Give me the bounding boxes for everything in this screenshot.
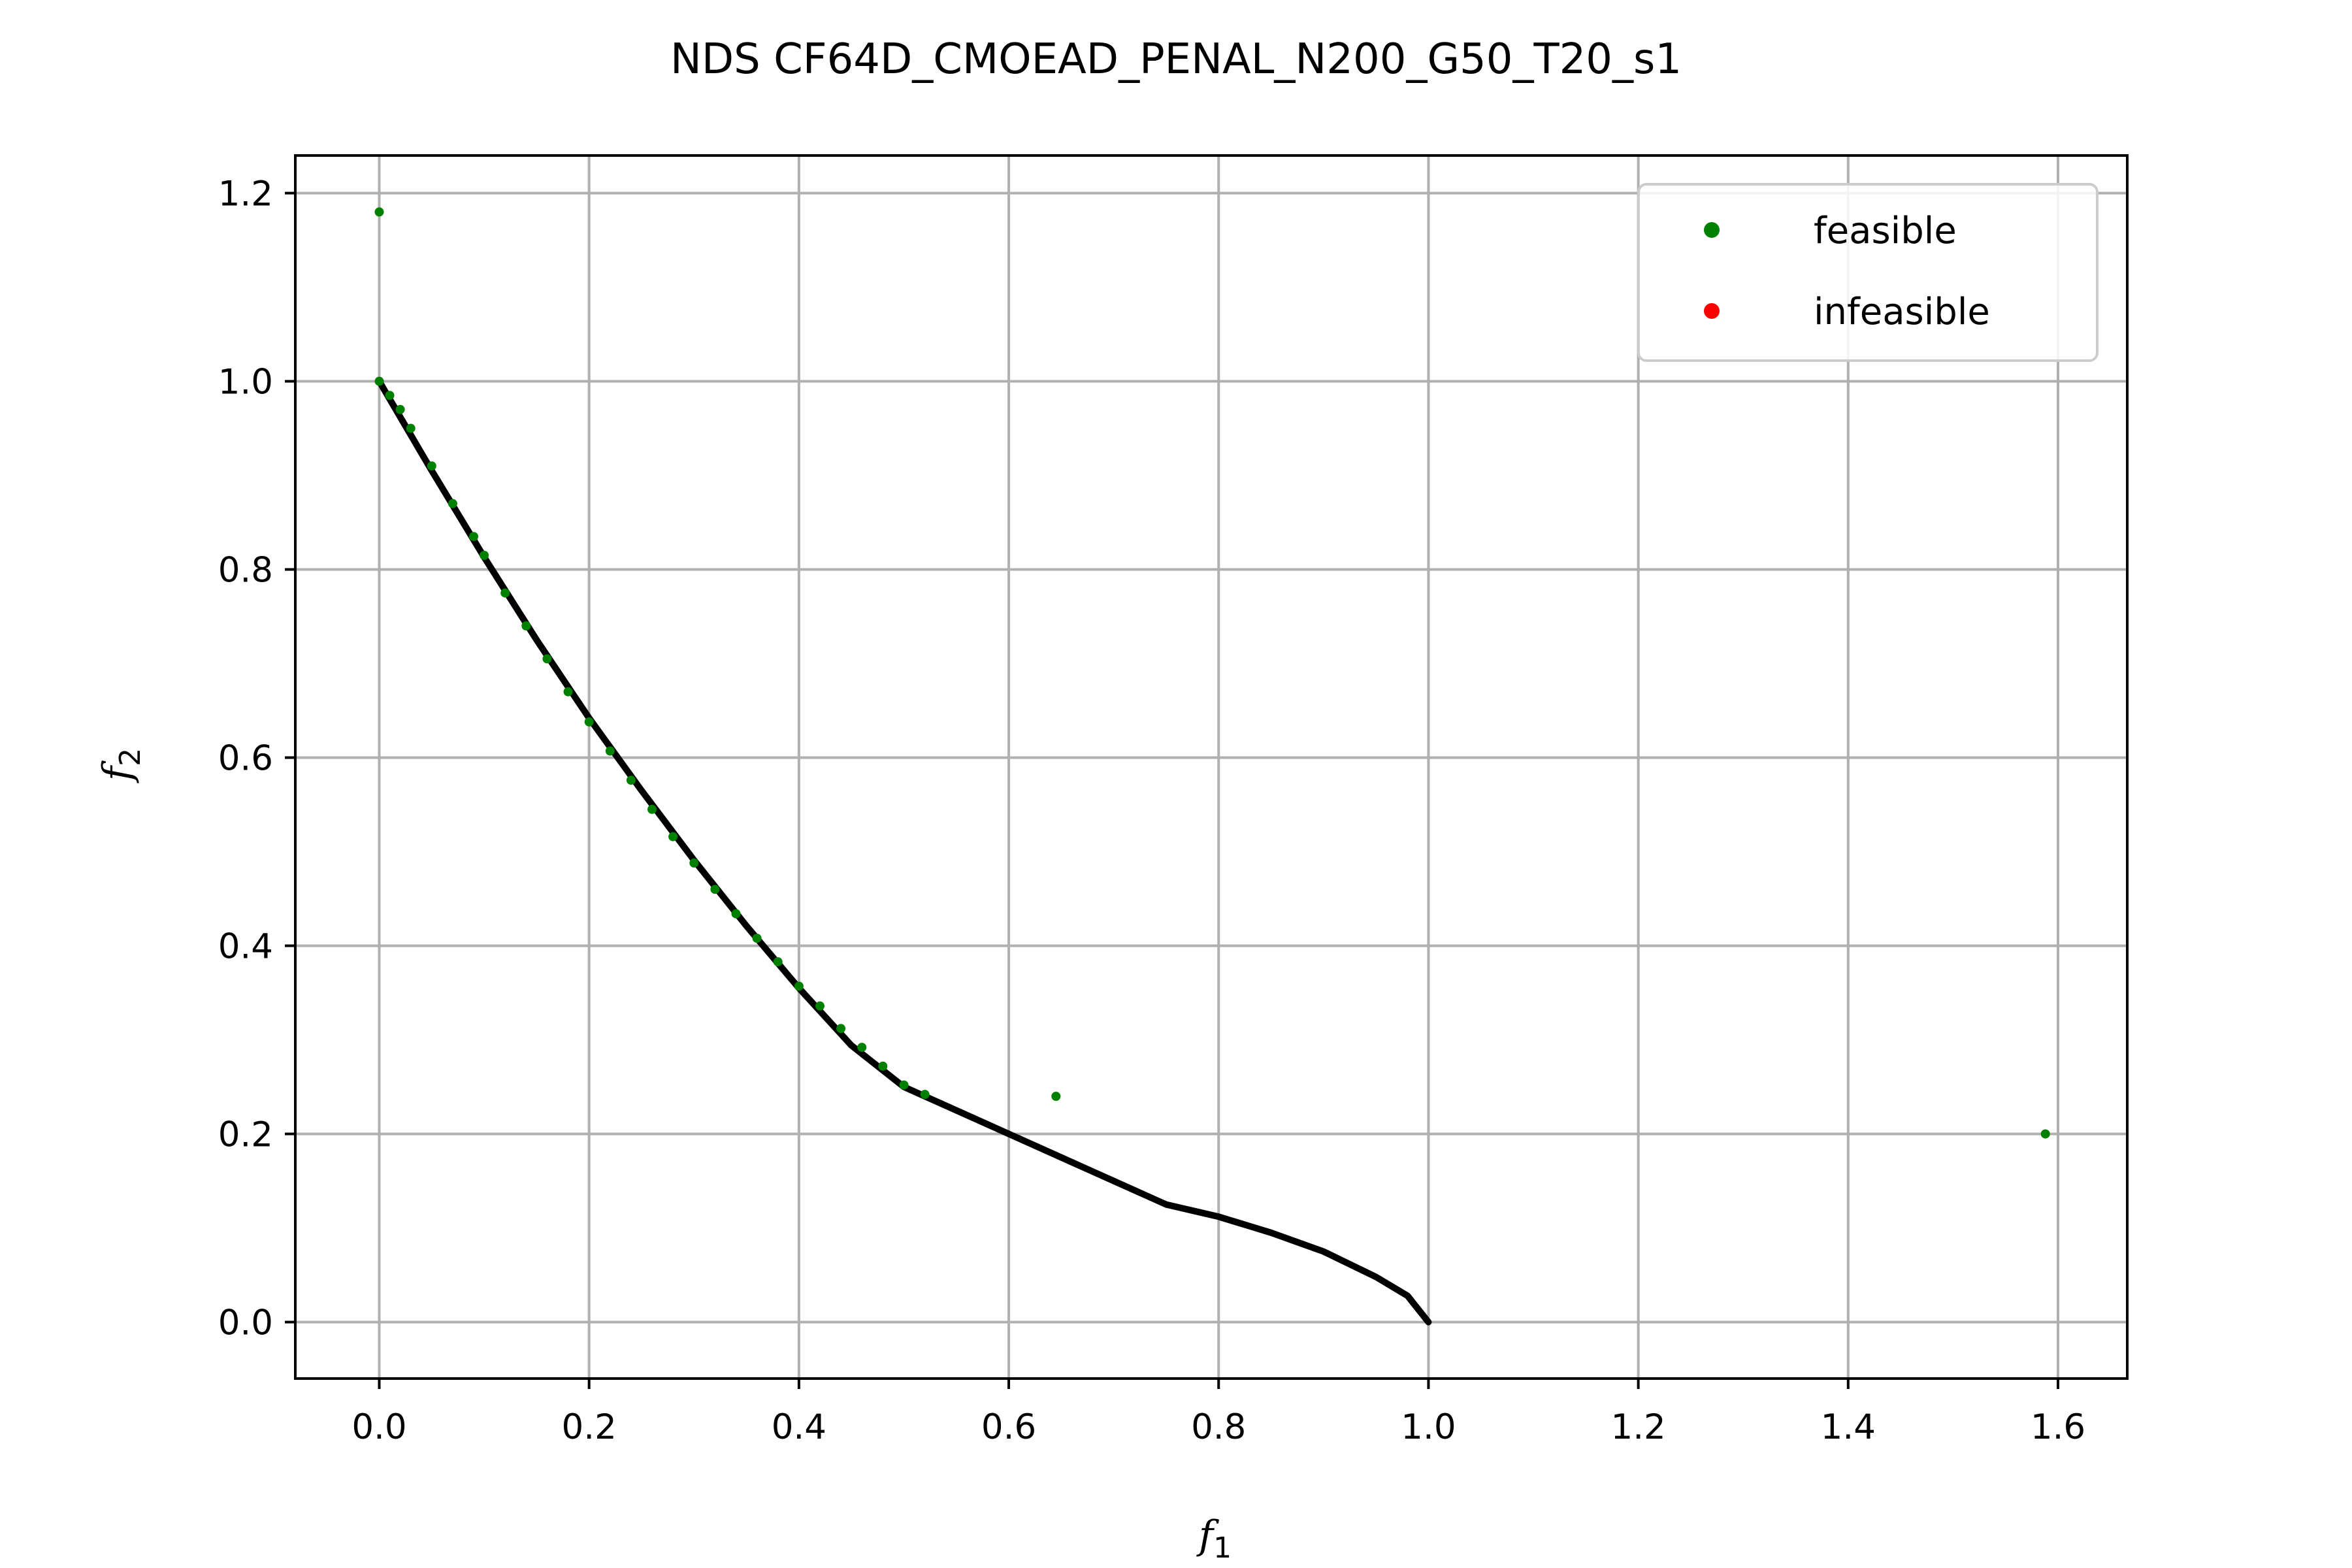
point-feasible [521,621,531,630]
x-tick-label: 0.4 [772,1407,826,1447]
x-tick-label: 1.6 [2031,1407,2085,1447]
x-tick-label: 0.0 [351,1407,406,1447]
chart-title: NDS CF64D_CMOEAD_PENAL_N200_G50_T20_s1 [670,35,1682,84]
x-tick-label: 1.0 [1401,1407,1456,1447]
legend-marker-infeasible [1704,303,1720,319]
point-feasible [385,391,395,400]
point-feasible [374,376,384,386]
legend-marker-feasible [1704,222,1720,238]
point-feasible [731,909,741,919]
reference-front-line [376,378,1432,1326]
point-feasible [2040,1129,2050,1139]
y-tick-label: 0.6 [218,739,273,779]
plot-frame [294,154,2129,1380]
point-feasible [710,885,720,894]
point-feasible [469,532,478,542]
y-tick-label: 0.4 [218,927,273,967]
reference-front [376,378,1432,1326]
x-tick-label: 0.6 [981,1407,1036,1447]
point-feasible [794,981,804,991]
y-tick-label: 0.0 [218,1303,273,1343]
point-feasible [448,498,457,508]
x-axis-label: f1 [1196,1512,1232,1565]
point-feasible [899,1080,909,1090]
scatter-points [374,207,2050,1139]
point-feasible [563,687,573,696]
x-tick-label: 1.4 [1821,1407,1876,1447]
point-feasible [626,776,636,785]
point-feasible [920,1090,930,1100]
point-feasible [406,423,416,433]
legend-box [1637,183,2099,362]
y-axis-label-sub: 2 [114,748,147,766]
x-axis-ticks: 0.0 0.2 0.4 0.6 0.8 1.0 1.2 1.4 1.6 [351,1379,2085,1447]
legend-label-feasible: feasible [1814,210,1957,252]
point-feasible [427,461,436,471]
point-feasible [857,1043,867,1053]
point-feasible [647,804,657,814]
point-feasible [878,1061,888,1071]
y-tick-label: 0.2 [218,1115,273,1155]
y-tick-label: 1.2 [218,174,273,214]
grid [295,155,2127,1379]
y-tick-label: 1.0 [218,363,273,402]
point-feasible [480,551,489,560]
point-feasible [752,934,762,943]
point-feasible [542,654,552,664]
point-feasible [815,1001,825,1011]
x-tick-label: 0.2 [562,1407,617,1447]
point-feasible [1051,1092,1061,1101]
y-axis-label: f2 [95,748,147,783]
y-axis-ticks: 0.0 0.2 0.4 0.6 0.8 1.0 1.2 [218,174,295,1343]
point-feasible [605,746,615,756]
point-feasible [395,404,405,414]
legend-label-infeasible: infeasible [1814,291,1990,333]
x-tick-label: 0.8 [1191,1407,1246,1447]
x-tick-label: 1.2 [1610,1407,1665,1447]
x-axis-label-sub: 1 [1213,1531,1232,1565]
legend: feasible infeasible [1637,183,2099,362]
y-tick-label: 0.8 [218,551,273,591]
point-feasible [836,1024,846,1034]
point-feasible [773,957,783,967]
point-feasible [500,588,510,598]
point-feasible [668,832,678,841]
point-feasible [689,858,699,868]
point-feasible [584,717,594,727]
point-feasible [374,207,384,217]
